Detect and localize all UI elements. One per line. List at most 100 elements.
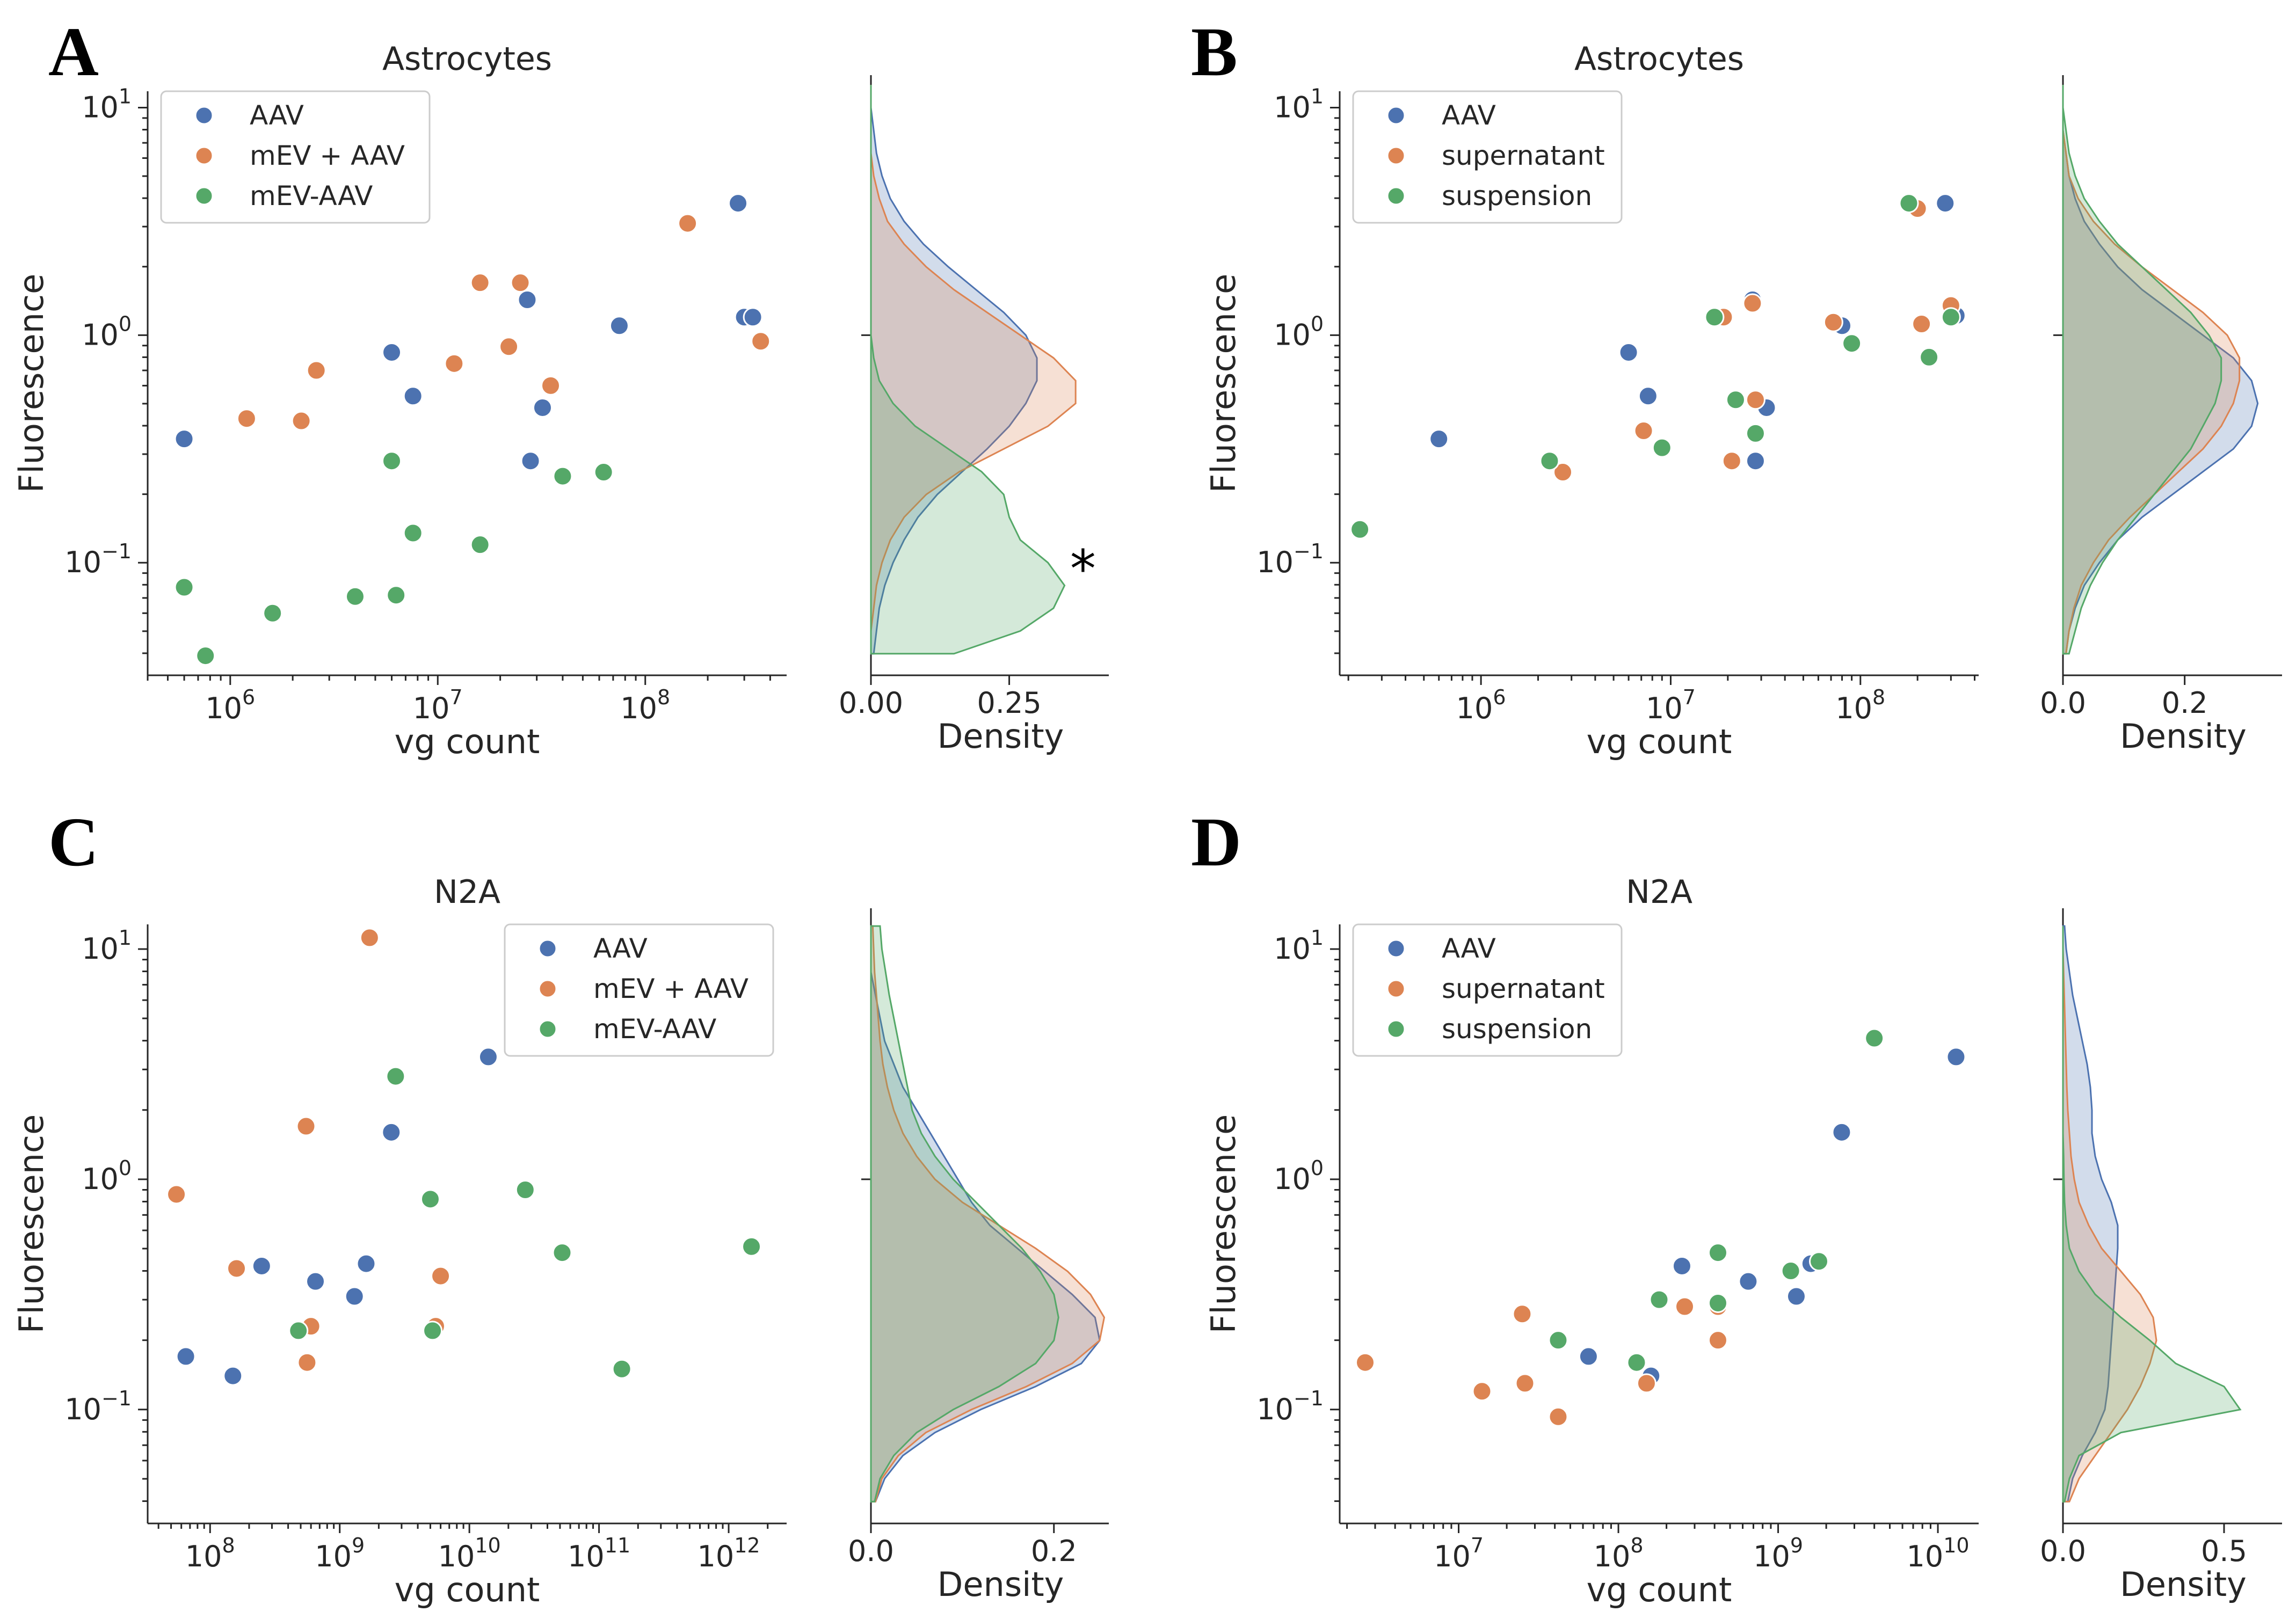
- data-point-supernatant: [1708, 1330, 1728, 1351]
- data-point-suspension: [1626, 1352, 1647, 1373]
- x-tick-label-base: 10: [1456, 691, 1493, 725]
- data-point-aav: [517, 290, 537, 310]
- data-point-mev-aav: [386, 585, 406, 606]
- x-tick-label-exponent: 6: [242, 685, 255, 709]
- x-tick-label-base: 10: [1594, 1540, 1631, 1573]
- density-x-axis-label: Density: [938, 717, 1064, 756]
- data-point-aav: [532, 397, 553, 418]
- data-point-mev-aav: [552, 1243, 572, 1263]
- x-tick-label-exponent: 8: [1630, 1534, 1643, 1557]
- legend-marker: [194, 106, 214, 125]
- legend-label: mEV + AAV: [250, 140, 405, 171]
- density-x-tick-label: 0.0: [848, 1534, 894, 1568]
- y-tick-label-exponent: 1: [119, 84, 132, 108]
- density-curve-mev-aav: [870, 925, 1059, 1503]
- legend: AAV mEV + AAV mEV-AAV: [160, 90, 431, 224]
- x-tick-label-base: 10: [697, 1540, 734, 1573]
- y-tick-label-exponent: 0: [119, 1156, 132, 1180]
- data-point-aav: [478, 1047, 498, 1067]
- data-point-supernatant: [1548, 1406, 1568, 1427]
- legend-label: mEV-AAV: [250, 180, 373, 212]
- y-axis-label: Fluorescence: [1204, 1114, 1243, 1333]
- data-point-suspension: [1781, 1261, 1801, 1281]
- data-point-supernatant: [1472, 1381, 1492, 1402]
- data-point-mev-aav: [296, 1116, 316, 1136]
- legend-label: supernatant: [1442, 140, 1605, 171]
- x-tick-label-base: 10: [205, 691, 242, 725]
- legend-marker: [194, 146, 214, 165]
- density-x-tick-label: 0.5: [2201, 1534, 2247, 1568]
- x-tick-label: 107: [413, 685, 463, 725]
- y-axis-label: Fluorescence: [1204, 274, 1243, 493]
- y-tick-label: 10−1: [1256, 1387, 1324, 1426]
- legend-label: AAV: [250, 100, 304, 131]
- legend-marker: [1386, 1019, 1406, 1039]
- x-tick-label: 108: [620, 685, 670, 725]
- y-tick-label: 101: [1274, 926, 1324, 966]
- x-tick-label: 109: [315, 1534, 365, 1573]
- y-tick-label: 100: [82, 1156, 132, 1196]
- data-point-mev-aav: [499, 337, 519, 357]
- x-tick-label: 107: [1434, 1534, 1484, 1573]
- density-curve-aav: [870, 85, 1038, 655]
- legend-marker: [538, 939, 557, 958]
- legend-marker: [194, 186, 214, 206]
- legend-frame: [504, 923, 774, 1057]
- y-tick-label-base: 10: [82, 318, 119, 352]
- x-tick-label-base: 10: [413, 691, 450, 725]
- data-point-aav: [1935, 193, 1956, 214]
- data-point-suspension: [1350, 519, 1370, 539]
- data-point-mev-aav: [470, 273, 490, 293]
- data-point-mev-aav: [195, 646, 216, 666]
- data-point-mev-aav: [751, 331, 771, 352]
- data-point-mev-aav: [382, 451, 402, 471]
- y-axis-label: Fluorescence: [12, 1114, 51, 1333]
- x-tick-label: 108: [185, 1534, 235, 1573]
- legend-label: mEV + AAV: [593, 973, 749, 1004]
- chart-title: N2A: [1626, 873, 1692, 911]
- x-tick-label: 108: [1594, 1534, 1644, 1573]
- y-tick-label-exponent: −1: [1294, 539, 1324, 563]
- x-tick-label-base: 10: [438, 1540, 475, 1573]
- chart-title: N2A: [434, 873, 500, 911]
- y-tick-label: 10−1: [1256, 539, 1324, 579]
- data-point-aav: [1638, 386, 1658, 406]
- legend-label: suspension: [1442, 180, 1592, 212]
- data-point-suspension: [1725, 390, 1746, 410]
- legend-label: suspension: [1442, 1013, 1592, 1045]
- x-tick-label-base: 10: [1907, 1540, 1944, 1573]
- density-x-tick-label: 0.00: [839, 686, 903, 720]
- data-point-aav: [1786, 1286, 1806, 1307]
- y-tick-label-exponent: 0: [119, 312, 132, 336]
- x-tick-label: 106: [1456, 685, 1506, 725]
- data-point-supernatant: [1745, 390, 1765, 410]
- legend-frame: [1352, 923, 1623, 1057]
- data-point-supernatant: [1912, 313, 1932, 334]
- x-tick-label-exponent: 8: [1872, 685, 1885, 709]
- x-tick-label-exponent: 9: [1790, 1534, 1803, 1557]
- legend-marker: [1386, 186, 1406, 206]
- data-point-aav: [609, 316, 629, 336]
- data-point-suspension: [1941, 307, 1961, 327]
- panel-letter: B: [1191, 13, 1238, 91]
- data-point-aav: [1832, 1122, 1852, 1142]
- data-point-mev-aav: [166, 1184, 187, 1205]
- y-axis-label: Fluorescence: [12, 274, 51, 493]
- data-point-aav: [1738, 1271, 1759, 1292]
- density-curve-suspension: [2062, 926, 2242, 1503]
- x-tick-label-base: 10: [1835, 691, 1872, 725]
- x-tick-label-base: 10: [315, 1540, 352, 1573]
- density-curve-mev-aav: [870, 925, 1106, 1503]
- density-curve-suspension: [2062, 85, 2222, 655]
- x-tick-label-exponent: 10: [1943, 1534, 1969, 1557]
- x-tick-label-exponent: 8: [657, 685, 670, 709]
- y-tick-label-exponent: 0: [1311, 312, 1324, 336]
- x-tick-label-base: 10: [1646, 691, 1683, 725]
- x-tick-label: 1010: [438, 1534, 501, 1573]
- data-point-suspension: [1708, 1243, 1728, 1263]
- density-x-axis-label: Density: [938, 1565, 1064, 1604]
- data-point-suspension: [1842, 333, 1862, 354]
- y-tick-label-base: 10: [1274, 318, 1311, 352]
- data-point-supernatant: [1633, 420, 1654, 441]
